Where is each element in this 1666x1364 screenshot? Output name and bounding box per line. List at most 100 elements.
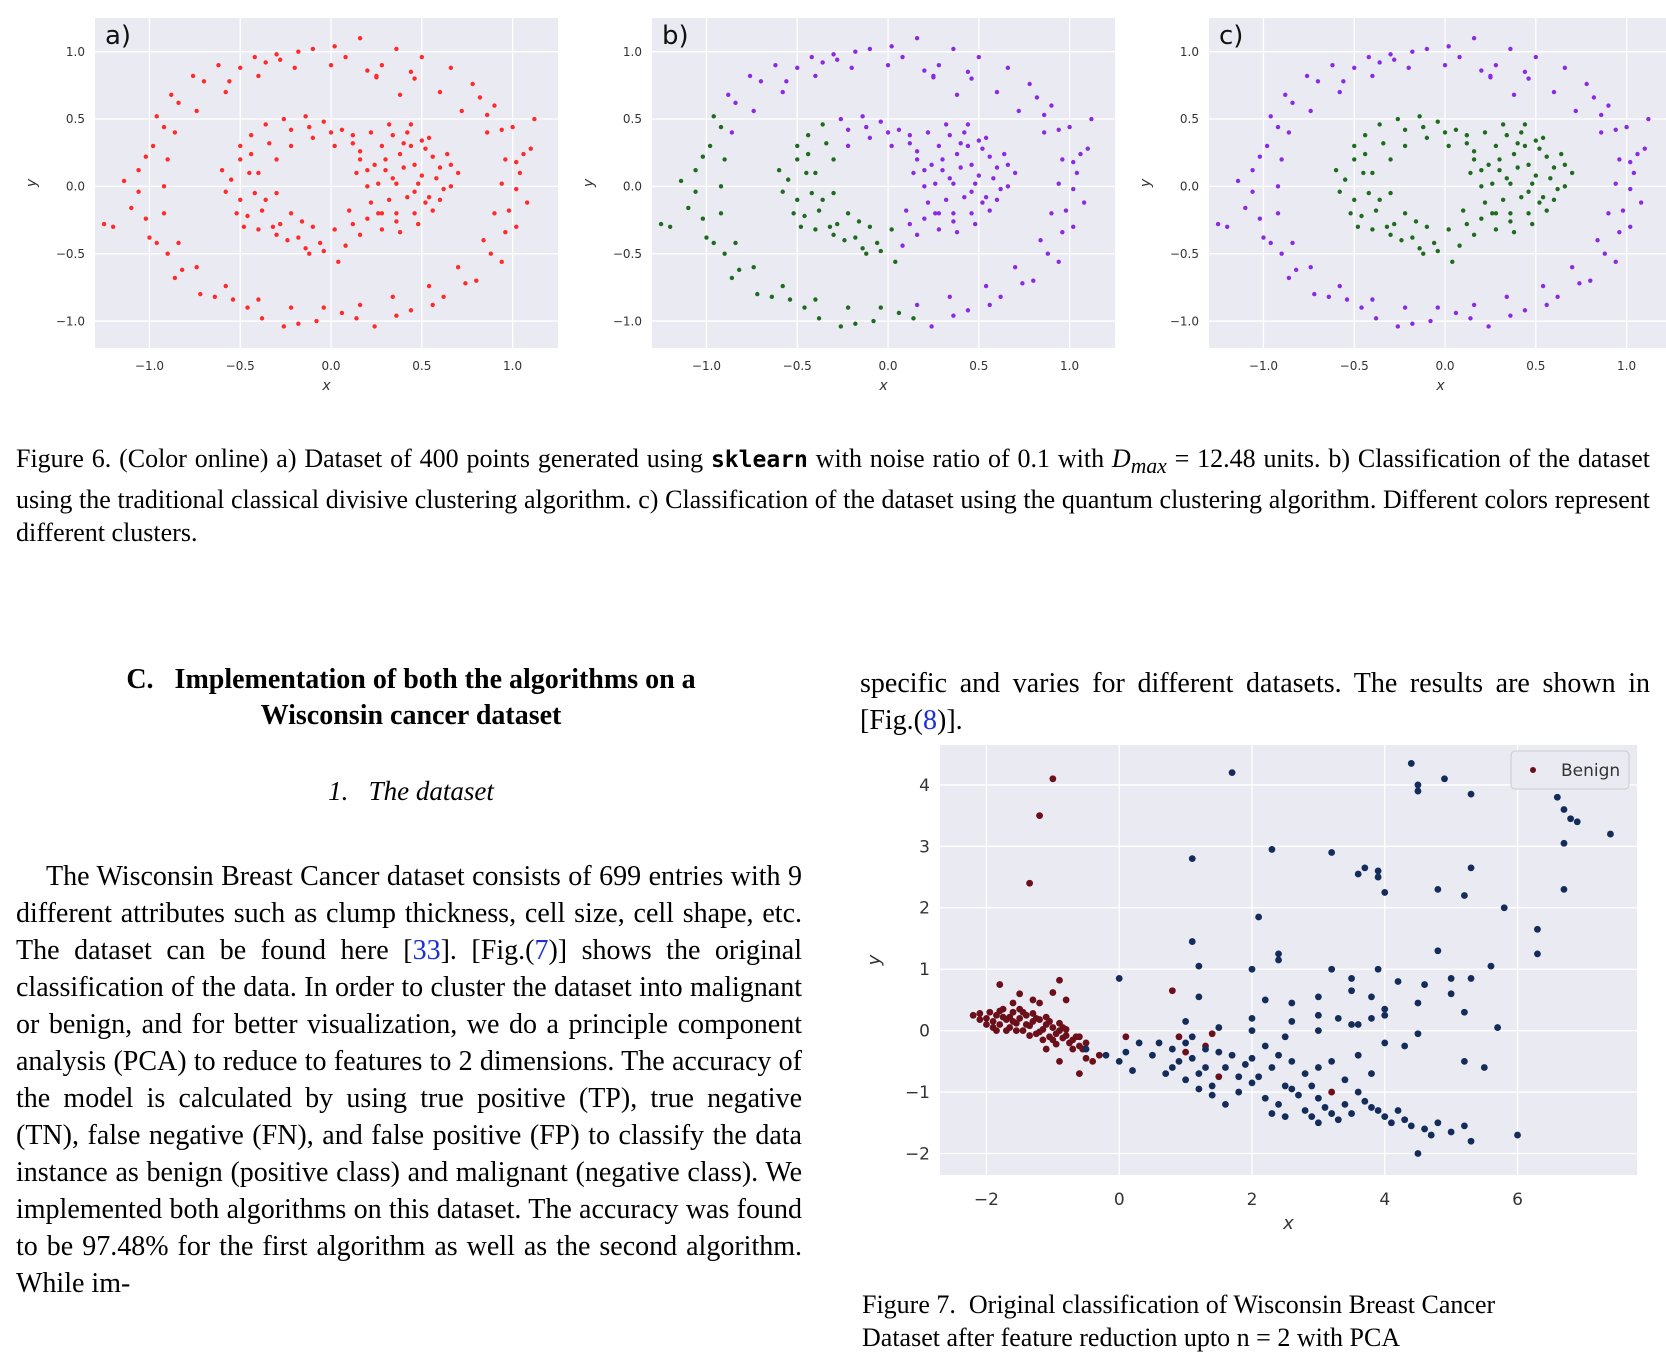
data-point	[1328, 1110, 1336, 1117]
data-point	[1337, 89, 1342, 95]
data-point	[983, 194, 989, 200]
data-point	[101, 221, 107, 227]
data-point	[1493, 143, 1499, 149]
citation-link[interactable]: 33	[412, 935, 441, 966]
data-point	[1427, 1131, 1435, 1139]
data-point	[943, 122, 949, 127]
data-point	[1354, 1021, 1362, 1028]
data-point	[813, 297, 818, 302]
caption6-math: D	[1111, 444, 1131, 473]
x-tick-label: −0.5	[1340, 359, 1369, 373]
data-point	[1613, 127, 1618, 132]
data-point	[307, 124, 312, 130]
data-point	[795, 157, 800, 162]
data-point	[1352, 157, 1357, 162]
data-point	[1334, 1014, 1342, 1022]
y-tick-label: −0.5	[1170, 247, 1199, 261]
data-point	[412, 162, 417, 168]
data-point	[1344, 297, 1350, 302]
data-point	[1182, 1039, 1190, 1047]
data-point	[1228, 769, 1236, 777]
data-point	[791, 211, 796, 216]
data-point	[878, 305, 883, 310]
data-point	[390, 132, 395, 138]
data-point	[328, 130, 334, 135]
figure-ref-link[interactable]: 8	[923, 705, 937, 736]
data-point	[776, 168, 782, 173]
data-point	[448, 162, 454, 168]
data-point	[354, 170, 359, 176]
y-tick-label: −0.5	[56, 247, 85, 261]
figure7-caption: Figure 7. Original classification of Wis…	[862, 1288, 1652, 1354]
data-point	[969, 76, 974, 81]
data-point	[412, 189, 417, 194]
data-point	[1208, 1030, 1216, 1038]
data-point	[1370, 297, 1375, 302]
data-point	[238, 143, 243, 149]
data-point	[408, 143, 414, 149]
data-point	[933, 211, 938, 216]
data-point	[824, 141, 829, 146]
data-point	[986, 1008, 994, 1016]
data-point	[528, 146, 533, 151]
data-point	[401, 165, 406, 170]
data-point	[1414, 1030, 1422, 1038]
data-point	[860, 246, 865, 251]
data-point	[1162, 1070, 1170, 1078]
y-tick-label: 1.0	[623, 45, 642, 59]
data-point	[900, 243, 905, 248]
data-point	[1486, 162, 1491, 168]
data-point	[1374, 867, 1382, 875]
data-point	[1281, 1113, 1289, 1121]
data-point	[252, 190, 257, 196]
data-point	[1215, 1048, 1223, 1056]
data-point	[499, 127, 504, 132]
data-point	[1243, 205, 1248, 211]
data-point	[1370, 73, 1375, 79]
data-point	[1333, 168, 1339, 173]
x-tick-label: 1.0	[503, 359, 522, 373]
figure-ref-link[interactable]: 7	[534, 935, 549, 966]
data-point	[816, 316, 822, 321]
data-point	[332, 227, 337, 232]
data-point	[1613, 259, 1618, 264]
data-point	[238, 157, 243, 162]
data-point	[1188, 1033, 1196, 1041]
figure6-panel-a: −1.0 −0.5 0.0 0.5 1.0 −1.0 −0.5 0.0 0.5 1.0 x y a)	[24, 18, 558, 394]
data-point	[867, 135, 873, 141]
data-point	[922, 216, 927, 221]
data-point	[707, 143, 713, 149]
data-point	[1573, 108, 1578, 114]
data-point	[1377, 60, 1382, 65]
data-point	[1045, 251, 1051, 256]
data-point	[288, 211, 294, 216]
data-point	[993, 1027, 1000, 1035]
data-point	[499, 181, 504, 186]
data-point	[972, 221, 978, 227]
data-point	[1540, 283, 1546, 289]
data-point	[1348, 987, 1355, 995]
data-point	[437, 197, 443, 203]
data-point	[1467, 864, 1475, 872]
data-point	[1613, 181, 1618, 186]
data-point	[1248, 965, 1256, 973]
data-point	[1388, 232, 1393, 238]
data-point	[853, 49, 858, 54]
data-point	[1283, 92, 1288, 97]
data-point	[805, 151, 811, 157]
data-point	[1016, 990, 1024, 998]
data-point	[247, 170, 252, 176]
data-point	[1081, 200, 1087, 205]
data-point	[1479, 184, 1484, 189]
data-point	[1308, 1082, 1316, 1090]
data-point	[1354, 1088, 1362, 1096]
data-point	[976, 1010, 984, 1017]
data-point	[321, 248, 326, 254]
data-point	[1069, 1045, 1077, 1053]
data-point	[1553, 793, 1561, 801]
data-point	[994, 89, 1000, 95]
data-point	[1511, 229, 1517, 235]
data-point	[514, 186, 519, 192]
data-point	[1548, 176, 1553, 181]
data-point	[1424, 224, 1430, 229]
